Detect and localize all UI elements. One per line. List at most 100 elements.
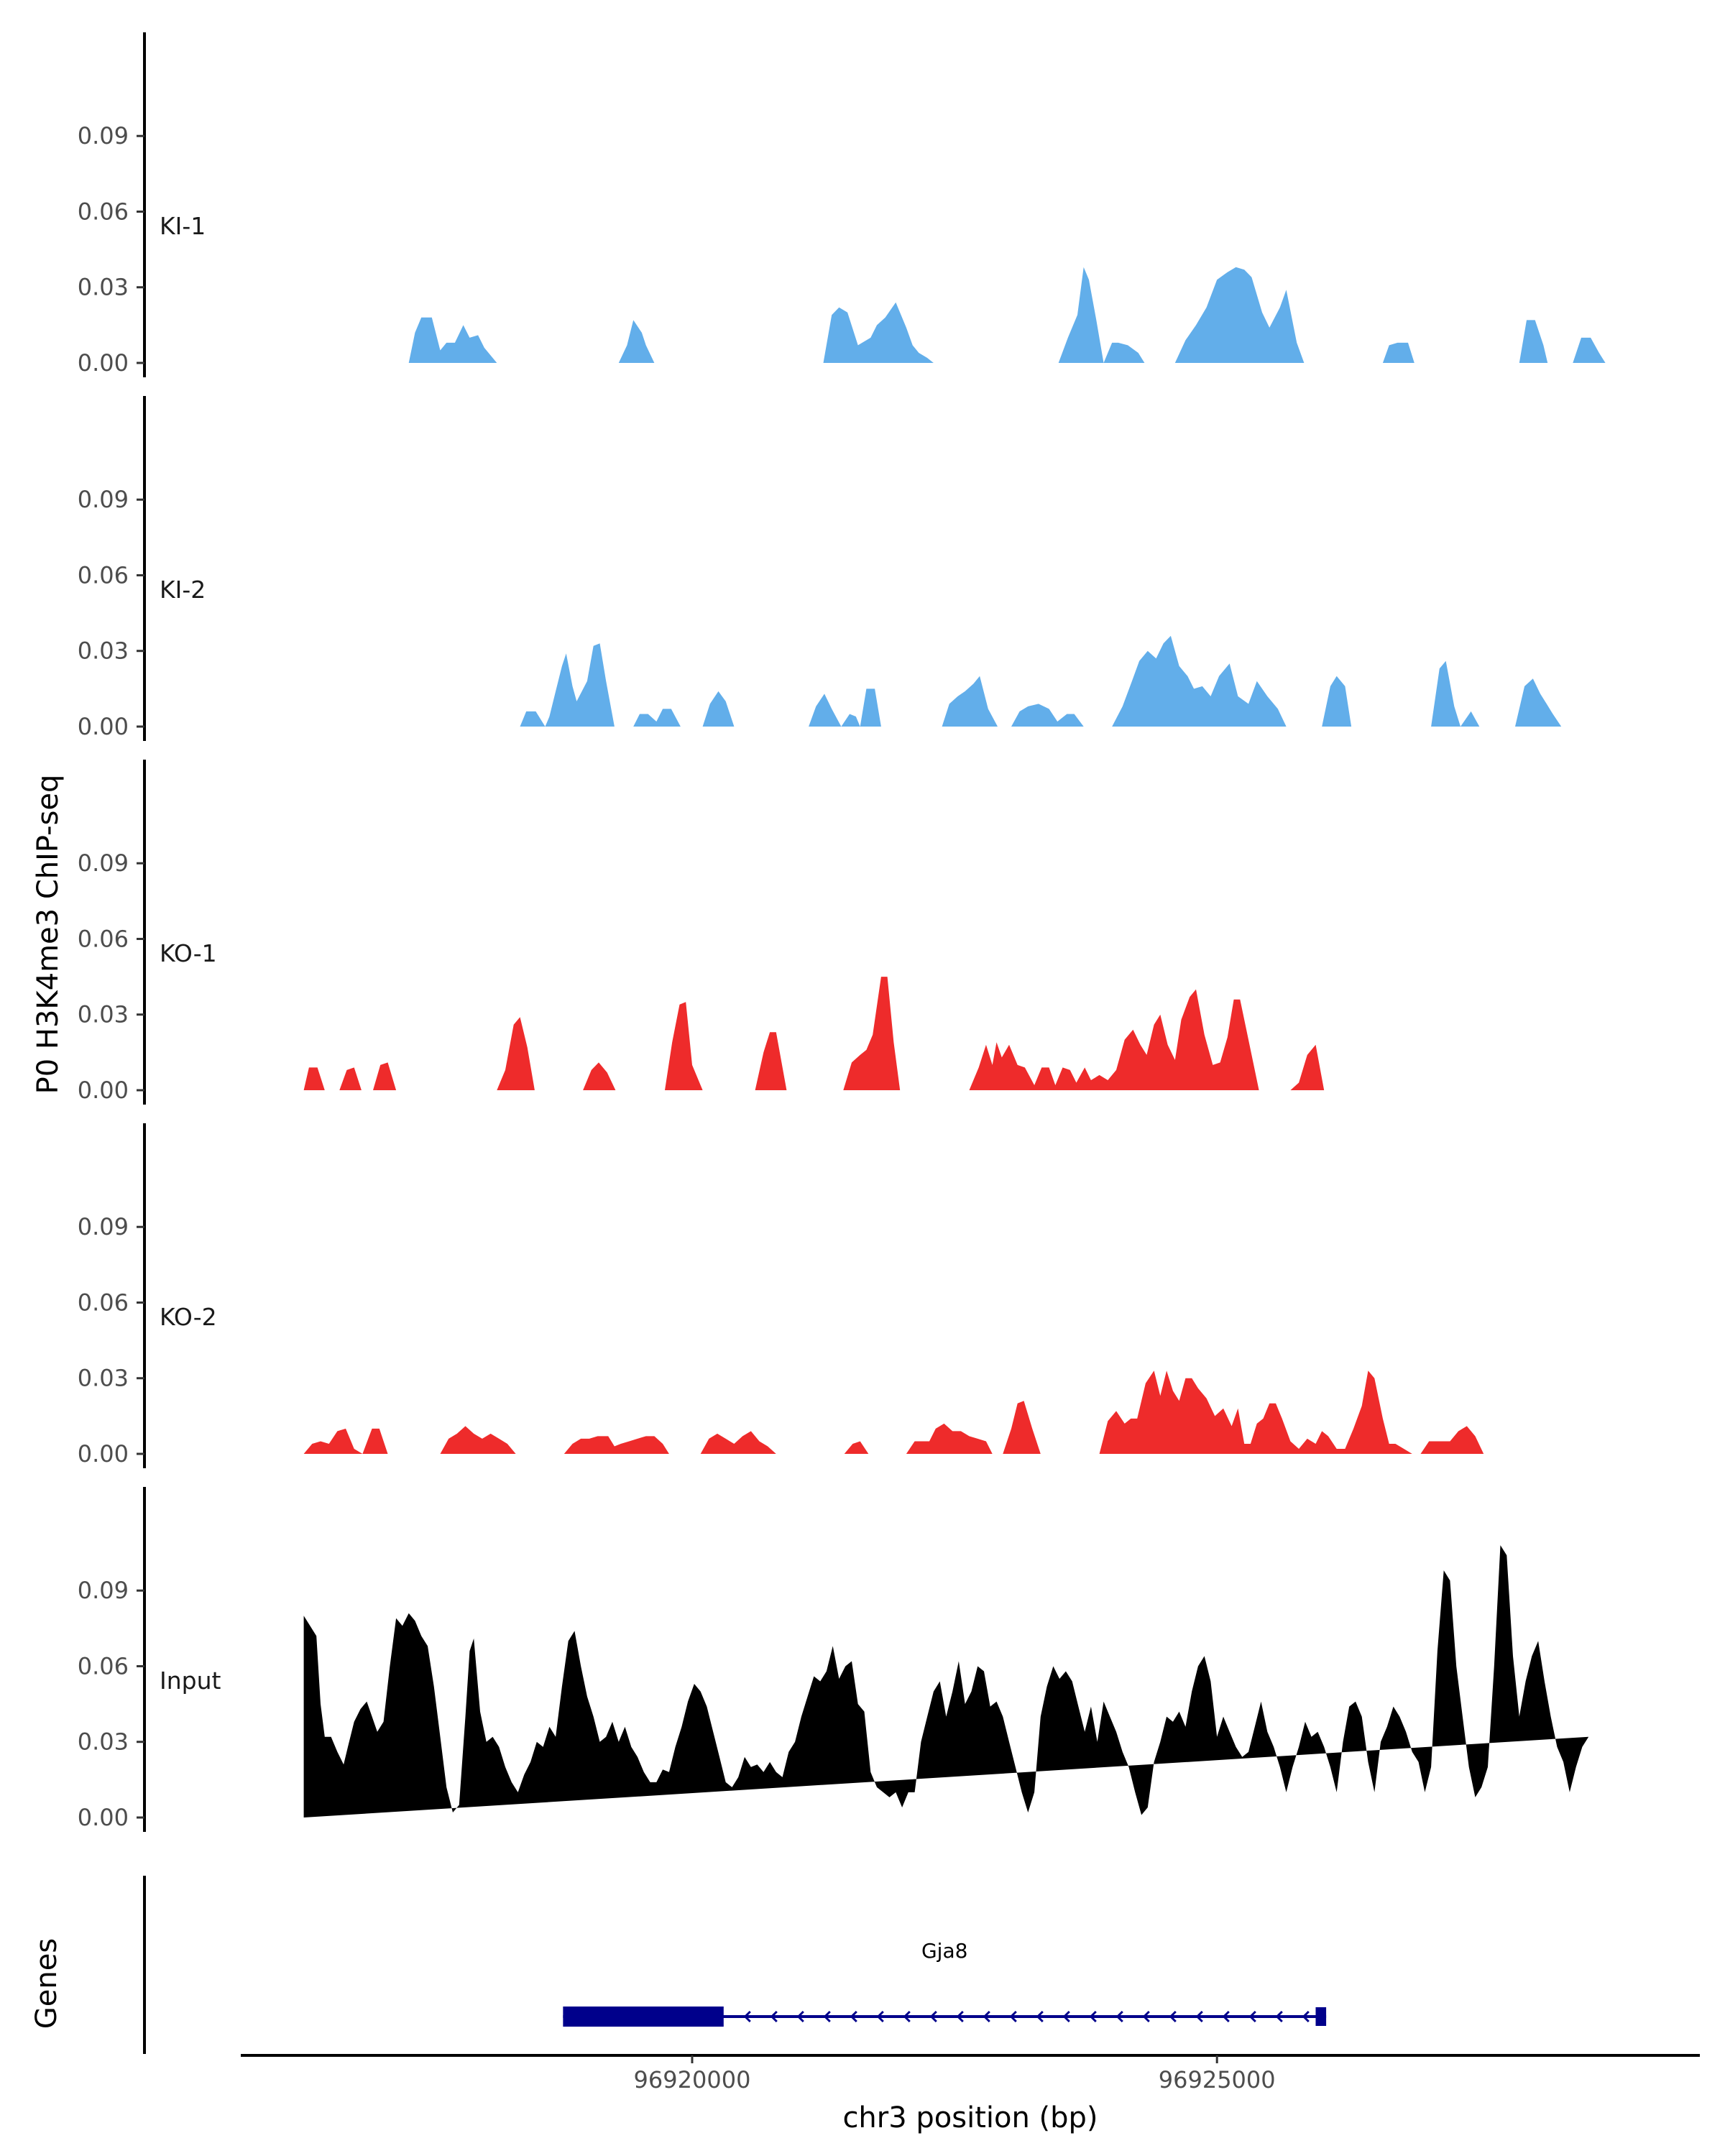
coverage-peak	[1174, 267, 1305, 363]
coverage-peak	[1460, 711, 1480, 727]
gene-panel: Genes Gja8	[30, 1876, 1327, 2054]
gene-name-label: Gja8	[921, 1939, 967, 1963]
coverage-peak	[497, 1017, 535, 1090]
coverage-peak	[1112, 635, 1287, 727]
strand-arrow	[1275, 2010, 1283, 2023]
coverage-peak	[583, 1062, 616, 1090]
coverage-peak	[303, 1067, 325, 1090]
coverage-peak	[1003, 1401, 1041, 1454]
y-tick-label: 0.06	[78, 198, 129, 225]
strand-arrow	[743, 2010, 751, 2023]
coverage-peak	[440, 1426, 516, 1454]
track-label: KI-2	[160, 576, 206, 604]
track-input: 0.00 0.03 0.06 0.09 Input	[78, 1487, 1589, 1832]
track-ko-2: 0.00 0.03 0.06 0.09 KO-2	[78, 1123, 1484, 1468]
strand-arrow	[1195, 2010, 1203, 2023]
y-tick-label: 0.00	[78, 349, 129, 377]
y-tick-label: 0.00	[78, 713, 129, 740]
coverage-peak	[373, 1062, 397, 1090]
strand-arrow	[1116, 2010, 1123, 2023]
y-tick-label: 0.06	[78, 1289, 129, 1316]
y-tick-label: 0.03	[78, 274, 129, 301]
strand-arrow	[1302, 2010, 1310, 2023]
coverage-peak	[564, 1436, 669, 1454]
y-axis-title: P0 H3K4me3 ChIP-seq	[32, 775, 65, 1095]
coverage-peak	[844, 1441, 869, 1454]
coverage-peak	[618, 320, 655, 363]
strand-arrow	[1036, 2010, 1044, 2023]
track-label: KI-1	[160, 212, 206, 240]
coverage-peak	[1382, 342, 1414, 363]
strand-arrow	[1142, 2010, 1150, 2023]
strand-arrow	[1248, 2010, 1256, 2023]
coverage-peak	[339, 1067, 362, 1090]
x-axis-ticks: 96920000 96925000	[634, 2055, 1276, 2093]
coverage-peak	[809, 694, 842, 727]
coverage-peak	[1058, 267, 1104, 363]
coverage-peak	[1322, 676, 1352, 727]
gene-exon-block	[1315, 2007, 1327, 2026]
y-tick-label: 0.09	[78, 1577, 129, 1604]
y-tick-label: 0.03	[78, 1728, 129, 1756]
strand-arrow	[796, 2010, 804, 2023]
coverage-peak	[823, 302, 934, 363]
y-tick-label: 0.03	[78, 1365, 129, 1392]
strand-arrow	[1062, 2010, 1070, 2023]
strand-arrow	[1169, 2010, 1177, 2023]
coverage-peak	[1515, 678, 1562, 727]
coverage-peak	[1099, 1370, 1412, 1454]
y-tick-label: 0.09	[78, 486, 129, 513]
strand-arrow	[983, 2010, 990, 2023]
y-tick-label: 0.09	[78, 122, 129, 149]
coverage-peak	[1519, 320, 1548, 363]
strand-arrow	[956, 2010, 964, 2023]
strand-arrow	[1222, 2010, 1230, 2023]
coverage-peak	[665, 1002, 703, 1090]
coverage-peak	[1103, 342, 1145, 363]
coverage-peak	[1431, 660, 1460, 727]
x-axis: 96920000 96925000 chr3 position (bp)	[241, 2054, 1700, 2134]
gene-panel-title: Genes	[30, 1938, 63, 2029]
y-tick-label: 0.06	[78, 561, 129, 589]
track-label: KO-2	[160, 1303, 217, 1331]
coverage-peak	[303, 1428, 363, 1454]
gene-models: Gja8	[563, 1939, 1327, 2027]
track-ko-1: 0.00 0.03 0.06 0.09 KO-1	[78, 760, 1325, 1105]
coverage-peak	[841, 688, 881, 727]
coverage-peak	[633, 709, 681, 727]
coverage-peak	[1011, 704, 1084, 727]
strand-arrow	[876, 2010, 884, 2023]
coverage-peak	[906, 1423, 993, 1454]
x-tick-label: 96920000	[634, 2066, 751, 2093]
coverage-peak	[942, 676, 998, 727]
strand-arrow	[850, 2010, 857, 2023]
strand-arrow	[929, 2010, 937, 2023]
y-tick-label: 0.09	[78, 849, 129, 877]
x-tick-label: 96925000	[1159, 2066, 1276, 2093]
coverage-peak	[702, 691, 735, 727]
coverage-peak	[843, 977, 901, 1090]
track-label: Input	[160, 1667, 221, 1695]
y-tick-label: 0.00	[78, 1077, 129, 1104]
y-tick-label: 0.00	[78, 1804, 129, 1831]
x-axis-title: chr3 position (bp)	[842, 2101, 1098, 2134]
strand-arrow	[1089, 2010, 1097, 2023]
coverage-tracks: 0.00 0.03 0.06 0.09 KI-1 0.00 0.03 0.06 0.09 KI-2…	[78, 32, 1606, 1832]
gene-exon-block	[563, 2007, 724, 2027]
y-tick-label: 0.00	[78, 1440, 129, 1468]
y-tick-label: 0.06	[78, 1652, 129, 1680]
coverage-peak	[1573, 337, 1606, 363]
strand-arrow	[903, 2010, 911, 2023]
track-ki-1: 0.00 0.03 0.06 0.09 KI-1	[78, 32, 1606, 377]
coverage-peak	[520, 643, 615, 727]
track-label: KO-1	[160, 939, 217, 967]
strand-arrow	[1009, 2010, 1017, 2023]
gene-model-gja8: Gja8	[563, 1939, 1327, 2027]
coverage-peak	[408, 317, 497, 363]
coverage-peak	[1420, 1426, 1484, 1454]
coverage-peak	[700, 1431, 776, 1454]
coverage-peak	[1290, 1044, 1325, 1090]
strand-arrow	[823, 2010, 831, 2023]
coverage-peak	[362, 1428, 388, 1454]
